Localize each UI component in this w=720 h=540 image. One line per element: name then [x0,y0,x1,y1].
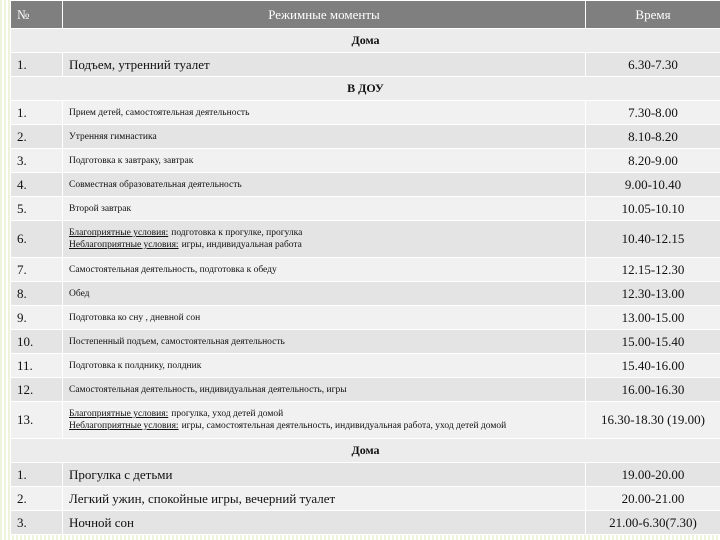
row-time: 13.00-15.00 [585,305,720,330]
row-time: 10.40-12.15 [585,220,720,258]
condition-line: Неблагоприятные условия: игры, индивидуал… [69,239,579,251]
condition-text: подготовка к прогулке, прогулка [171,228,303,238]
schedule-row: 10. Постепенный подъем, самостоятельная д… [10,329,720,354]
section-row: В ДОУ [10,76,720,101]
header-row: № Режимные моменты Время [10,0,720,29]
row-time: 12.30-13.00 [585,281,720,306]
condition-label: Неблагоприятные условия: [69,421,179,431]
row-activity: Прием детей, самостоятельная деятельност… [62,100,586,125]
row-number: 11. [10,353,63,378]
row-activity: Утренняя гимнастика [62,124,586,149]
condition-line: Неблагоприятные условия: игры, самостояте… [69,420,579,432]
row-activity: Подготовка к полднику, полдник [62,353,586,378]
row-number: 3. [10,148,63,173]
row-time: 20.00-21.00 [585,486,720,511]
header-cell: № [10,0,63,29]
row-time: 15.00-15.40 [585,329,720,354]
row-time: 16.00-16.30 [585,377,720,402]
row-activity: Благоприятные условия: подготовка к прогу… [62,220,586,258]
row-time: 16.30-18.30 (19.00) [585,401,720,439]
schedule-row: 2. Утренняя гимнастика 8.10-8.20 [10,124,720,149]
section-title: В ДОУ [10,76,720,101]
row-activity: Прогулка с детьми [62,462,586,487]
row-time: 19.00-20.00 [585,462,720,487]
schedule-row: 6. Благоприятные условия: подготовка к про… [10,220,720,258]
schedule-row: 5. Второй завтрак 10.05-10.10 [10,196,720,221]
row-number: 8. [10,281,63,306]
schedule-row: 12. Самостоятельная деятельность, индивид… [10,377,720,402]
condition-label: Благоприятные условия: [69,409,169,419]
schedule-row: 1. Прием детей, самостоятельная деятельно… [10,100,720,125]
row-number: 1. [10,462,63,487]
row-time: 10.05-10.10 [585,196,720,221]
row-time: 6.30-7.30 [585,52,720,77]
row-number: 5. [10,196,63,221]
header-cell: Режимные моменты [62,0,586,29]
row-time: 9.00-10.40 [585,172,720,197]
row-number: 2. [10,124,63,149]
row-activity: Постепенный подъем, самостоятельная деят… [62,329,586,354]
row-time: 12.15-12.30 [585,257,720,282]
section-title: Дома [10,28,720,53]
row-activity: Второй завтрак [62,196,586,221]
schedule-row: 13. Благоприятные условия: прогулка, уход … [10,401,720,439]
row-number: 7. [10,257,63,282]
row-activity: Подготовка ко сну , дневной сон [62,305,586,330]
row-number: 10. [10,329,63,354]
row-activity: Обед [62,281,586,306]
row-time: 8.10-8.20 [585,124,720,149]
schedule-row: 9. Подготовка ко сну , дневной сон 13.00-1… [10,305,720,330]
row-number: 12. [10,377,63,402]
row-number: 2. [10,486,63,511]
schedule-row: 3. Ночной сон 21.00-6.30(7.30) [10,510,720,535]
schedule-row: 11. Подготовка к полднику, полдник 15.40-1… [10,353,720,378]
row-number: 13. [10,401,63,439]
schedule-row: 4. Совместная образовательная деятельност… [10,172,720,197]
row-number: 3. [10,510,63,535]
header-cell: Время [585,0,720,29]
row-time: 8.20-9.00 [585,148,720,173]
schedule-row: 7. Самостоятельная деятельность, подготов… [10,257,720,282]
row-activity: Благоприятные условия: прогулка, уход дет… [62,401,586,439]
condition-label: Неблагоприятные условия: [69,240,179,250]
schedule-row: 1. Подъем, утренний туалет 6.30-7.30 [10,52,720,77]
condition-text: игры, индивидуальная работа [181,240,302,250]
row-number: 6. [10,220,63,258]
schedule-row: 3. Подготовка к завтраку, завтрак 8.20-9.0… [10,148,720,173]
section-title: Дома [10,438,720,463]
row-time: 21.00-6.30(7.30) [585,510,720,535]
condition-line: Благоприятные условия: прогулка, уход дет… [69,408,579,420]
section-row: Дома [10,438,720,463]
section-row: Дома [10,28,720,53]
row-number: 1. [10,100,63,125]
condition-line: Благоприятные условия: подготовка к прогу… [69,227,579,239]
row-activity: Подготовка к завтраку, завтрак [62,148,586,173]
schedule-row: 2. Легкий ужин, спокойные игры, вечерний … [10,486,720,511]
condition-label: Благоприятные условия: [69,228,169,238]
schedule-row: 8. Обед 12.30-13.00 [10,281,720,306]
row-activity: Ночной сон [62,510,586,535]
row-activity: Самостоятельная деятельность, индивидуал… [62,377,586,402]
row-time: 15.40-16.00 [585,353,720,378]
row-number: 4. [10,172,63,197]
schedule-row: 1. Прогулка с детьми 19.00-20.00 [10,462,720,487]
condition-text: игры, самостоятельная деятельность, инди… [181,421,507,431]
row-number: 1. [10,52,63,77]
condition-text: прогулка, уход детей домой [171,409,284,419]
row-activity: Самостоятельная деятельность, подготовка… [62,257,586,282]
row-activity: Подъем, утренний туалет [62,52,586,77]
row-activity: Легкий ужин, спокойные игры, вечерний ту… [62,486,586,511]
schedule-table: № Режимные моменты Время Дома 1. Подъем, у… [10,0,720,535]
row-activity: Совместная образовательная деятельность [62,172,586,197]
row-number: 9. [10,305,63,330]
row-time: 7.30-8.00 [585,100,720,125]
